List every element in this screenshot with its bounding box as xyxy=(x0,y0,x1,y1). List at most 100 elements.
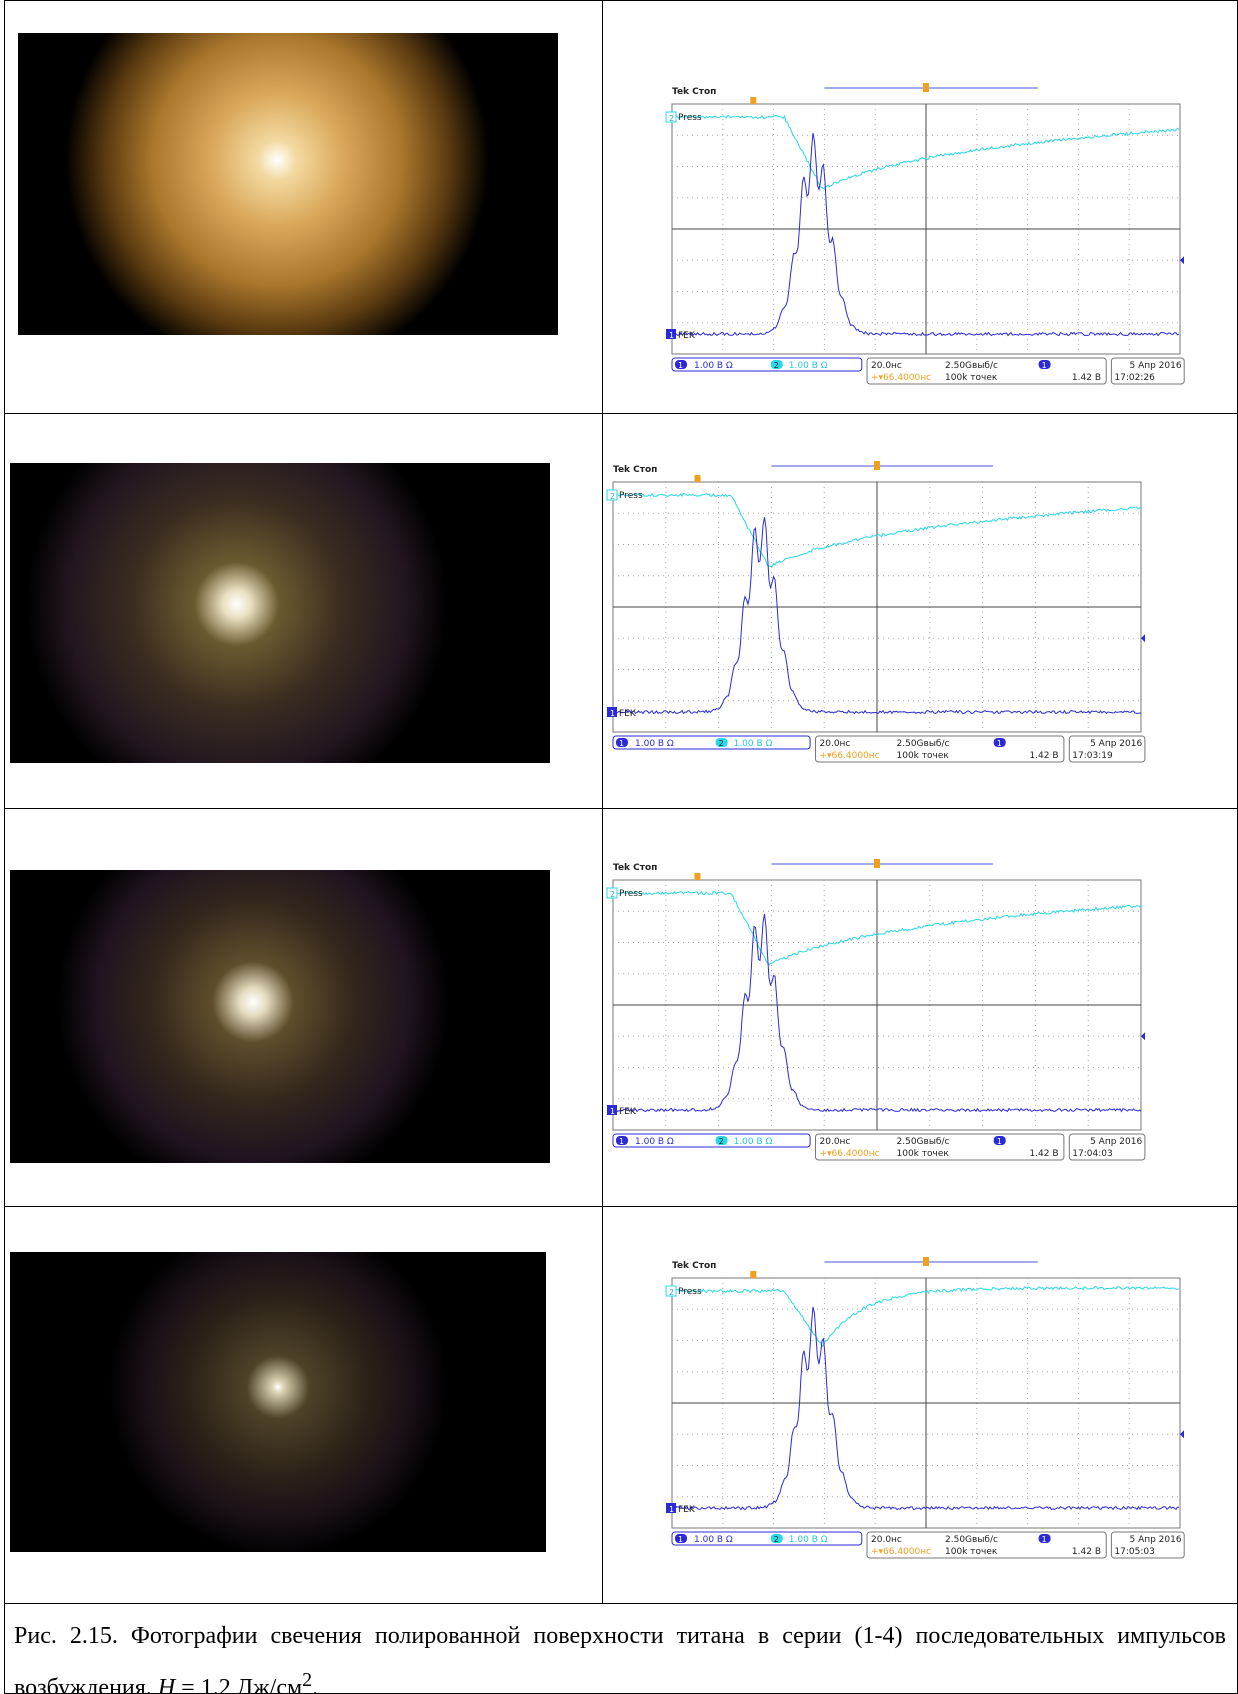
press-trace xyxy=(671,114,1180,190)
channel-badge xyxy=(715,1136,728,1145)
trigger-delay: +▾66.4000нс xyxy=(820,751,880,761)
date: 5 Апр 2016 xyxy=(1090,1137,1142,1147)
channel-badge xyxy=(607,707,617,717)
channel-label: Press xyxy=(678,113,702,123)
channel-badge-label: 1 xyxy=(610,1107,615,1116)
channel-scale: 1.00 В Ω xyxy=(734,739,773,749)
scope-status: Tek Стоп xyxy=(672,1261,716,1271)
channel-badge xyxy=(606,489,618,501)
trigger-delay: +▾66.4000нс xyxy=(871,373,931,383)
level-marker xyxy=(1141,1032,1145,1041)
status-box xyxy=(1110,357,1185,385)
scope-status: Tek Стоп xyxy=(613,863,657,873)
channel-badge-label: 2 xyxy=(610,492,615,501)
date: 5 Апр 2016 xyxy=(1129,1535,1181,1545)
channel-badge xyxy=(606,887,618,899)
channel-badge-label: 1 xyxy=(669,331,674,340)
trigger-level: 1.42 В xyxy=(1072,1547,1101,1557)
scope-status: Tek Стоп xyxy=(672,87,716,97)
trigger-marker xyxy=(874,859,880,868)
status-box xyxy=(1068,735,1146,763)
channel-label: Press xyxy=(619,889,643,899)
date: 5 Апр 2016 xyxy=(1129,361,1181,371)
timebase: 20.0нс xyxy=(871,1535,902,1545)
channel-badge-label: 1 xyxy=(678,361,683,370)
trigger-level: 1.42 В xyxy=(1029,751,1058,761)
channel-badge-label: 1 xyxy=(678,1535,683,1544)
channel-badge xyxy=(665,111,677,123)
channel-scale: 1.00 В Ω xyxy=(789,361,828,371)
fek-trace xyxy=(671,133,1180,337)
photo xyxy=(18,33,558,335)
channel-label: FEK xyxy=(619,709,637,719)
channel-badge xyxy=(770,360,783,369)
photo xyxy=(10,870,550,1163)
press-trace xyxy=(612,492,1142,568)
channel-badge-label: 2 xyxy=(669,114,674,123)
trigger-delay: +▾66.4000нс xyxy=(820,1149,880,1159)
oscilloscope: Tek Стоп 2 Press 1 FEK 1 1.00 В Ω 2 1.00 В Ω 20.0… xyxy=(665,1257,1185,1559)
sample-rate: 2.50Gвыб/с xyxy=(945,361,998,371)
time: 17:02:26 xyxy=(1114,373,1155,383)
trigger-marker xyxy=(750,97,757,104)
trigger-delay: +▾66.4000нс xyxy=(871,1547,931,1557)
trigger-marker xyxy=(694,475,701,482)
channel-scale: 1.00 В Ω xyxy=(694,361,733,371)
level-marker xyxy=(1180,1430,1184,1439)
channel-badge-label: 2 xyxy=(669,1288,674,1297)
trigger-level: 1.42 В xyxy=(1029,1149,1058,1159)
fek-trace xyxy=(612,913,1142,1113)
record-length: 100k точек xyxy=(897,1149,950,1159)
press-trace xyxy=(612,890,1142,966)
caption-text: Рис. 2.15. Фотографии свечения полирован… xyxy=(14,1623,1226,1694)
level-marker xyxy=(1141,634,1145,643)
channel-badge-label: 1 xyxy=(997,739,1002,748)
photo xyxy=(10,1252,546,1552)
channel-scale: 1.00 В Ω xyxy=(789,1535,828,1545)
fek-trace xyxy=(612,517,1142,715)
channel-label: FEK xyxy=(619,1107,637,1117)
date: 5 Апр 2016 xyxy=(1090,739,1142,749)
channel-badge xyxy=(993,1136,1006,1145)
trigger-marker xyxy=(694,873,701,880)
time: 17:04:03 xyxy=(1072,1149,1112,1159)
channel-badge-label: 1 xyxy=(610,709,615,718)
trigger-level: 1.42 В xyxy=(1072,373,1101,383)
channel-label: FEK xyxy=(678,1505,696,1515)
caption-variable: H xyxy=(157,1675,176,1694)
channel-badge-label: 2 xyxy=(719,1137,724,1146)
channel-badge-label: 1 xyxy=(619,739,624,748)
channel-scale: 1.00 В Ω xyxy=(635,739,674,749)
trigger-marker xyxy=(874,461,880,470)
channel-scale: 1.00 В Ω xyxy=(734,1137,773,1147)
channel-badge-label: 1 xyxy=(1042,1535,1047,1544)
sample-rate: 2.50Gвыб/с xyxy=(897,1137,950,1147)
oscilloscope: Tek Стоп 2 Press 1 FEK 1 1.00 В Ω 2 1.00 В Ω 20.0… xyxy=(606,461,1146,763)
channel-badge xyxy=(607,1105,617,1115)
oscilloscope: Tek Стоп 2 Press 1 FEK 1 1.00 В Ω 2 1.00 В Ω 20.0… xyxy=(606,859,1146,1161)
caption-text: = 1.2 Дж/см xyxy=(175,1675,303,1694)
oscilloscope: Tek Стоп 2 Press 1 FEK 1 1.00 В Ω 2 1.00 В Ω 20.0… xyxy=(665,83,1185,385)
channel-label: Press xyxy=(678,1287,702,1297)
channel-badge xyxy=(616,1136,628,1145)
status-box xyxy=(612,1133,811,1148)
channel-label: Press xyxy=(619,491,643,501)
status-box xyxy=(1110,1531,1185,1559)
channel-badge xyxy=(993,738,1006,747)
record-length: 100k точек xyxy=(945,1547,998,1557)
channel-scale: 1.00 В Ω xyxy=(694,1535,733,1545)
trigger-marker xyxy=(923,83,929,92)
caption-text: . xyxy=(312,1675,319,1694)
sample-rate: 2.50Gвыб/с xyxy=(945,1535,998,1545)
photo xyxy=(10,463,550,763)
timebase: 20.0нс xyxy=(820,1137,851,1147)
status-box xyxy=(671,357,863,372)
sample-rate: 2.50Gвыб/с xyxy=(897,739,950,749)
trigger-marker xyxy=(923,1257,929,1266)
caption: Рис. 2.15. Фотографии свечения полирован… xyxy=(14,1614,1226,1694)
channel-badge xyxy=(1038,1534,1051,1543)
channel-badge xyxy=(675,1534,687,1543)
channel-badge-label: 1 xyxy=(619,1137,624,1146)
channel-badge xyxy=(666,329,676,339)
